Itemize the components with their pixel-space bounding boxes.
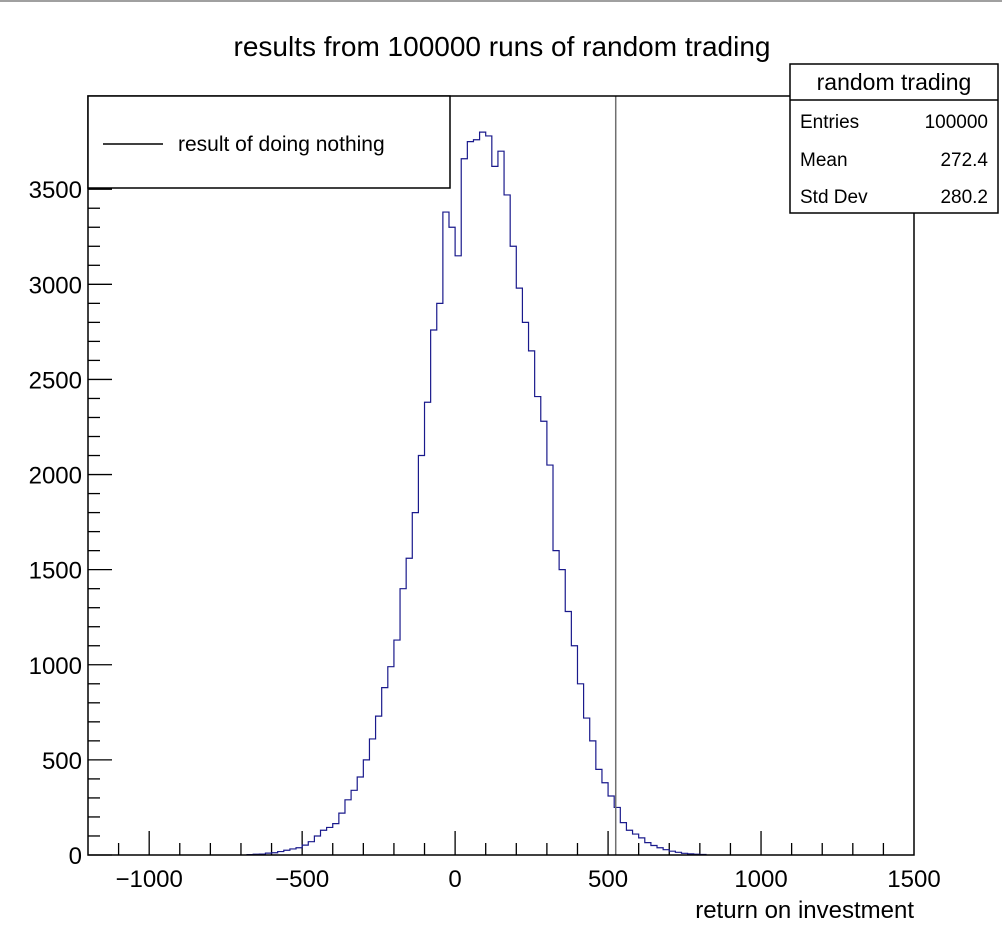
legend: result of doing nothing (87, 95, 451, 189)
stats-entries-value: 100000 (925, 112, 988, 133)
y-tick-labels: 0 500 1000 1500 2000 2500 3000 3500 (29, 177, 82, 870)
x-tick-label: −1000 (115, 866, 182, 893)
x-axis-label: return on investment (695, 897, 914, 924)
y-tick-label: 1000 (29, 653, 82, 680)
stats-box-title: random trading (817, 69, 972, 95)
chart-title: results from 100000 runs of random tradi… (234, 31, 771, 62)
y-tick-label: 0 (69, 843, 82, 870)
x-tick-label: 1500 (887, 866, 940, 893)
x-tick-labels: −1000 −500 0 500 1000 1500 (115, 866, 940, 893)
histogram-series (246, 131, 707, 856)
y-tick-label: 500 (42, 748, 82, 775)
y-tick-label: 1500 (29, 558, 82, 585)
stats-entries-label: Entries (800, 112, 859, 133)
x-tick-label: −500 (275, 866, 329, 893)
plot-frame (87, 95, 915, 856)
x-tick-label: 0 (448, 866, 461, 893)
stats-stddev-value: 280.2 (940, 187, 988, 208)
stats-box: random trading Entries 100000 Mean 272.4… (789, 63, 999, 214)
stats-mean-label: Mean (800, 150, 848, 171)
y-tick-label: 2500 (29, 367, 82, 394)
legend-label: result of doing nothing (178, 133, 385, 156)
stats-stddev-label: Std Dev (800, 187, 868, 208)
axis-ticks (88, 112, 885, 856)
x-tick-label: 500 (588, 866, 628, 893)
y-tick-label: 2000 (29, 463, 82, 490)
stats-mean-value: 272.4 (940, 150, 988, 171)
y-tick-label: 3000 (29, 272, 82, 299)
x-tick-label: 1000 (734, 866, 787, 893)
y-tick-label: 3500 (29, 177, 82, 204)
